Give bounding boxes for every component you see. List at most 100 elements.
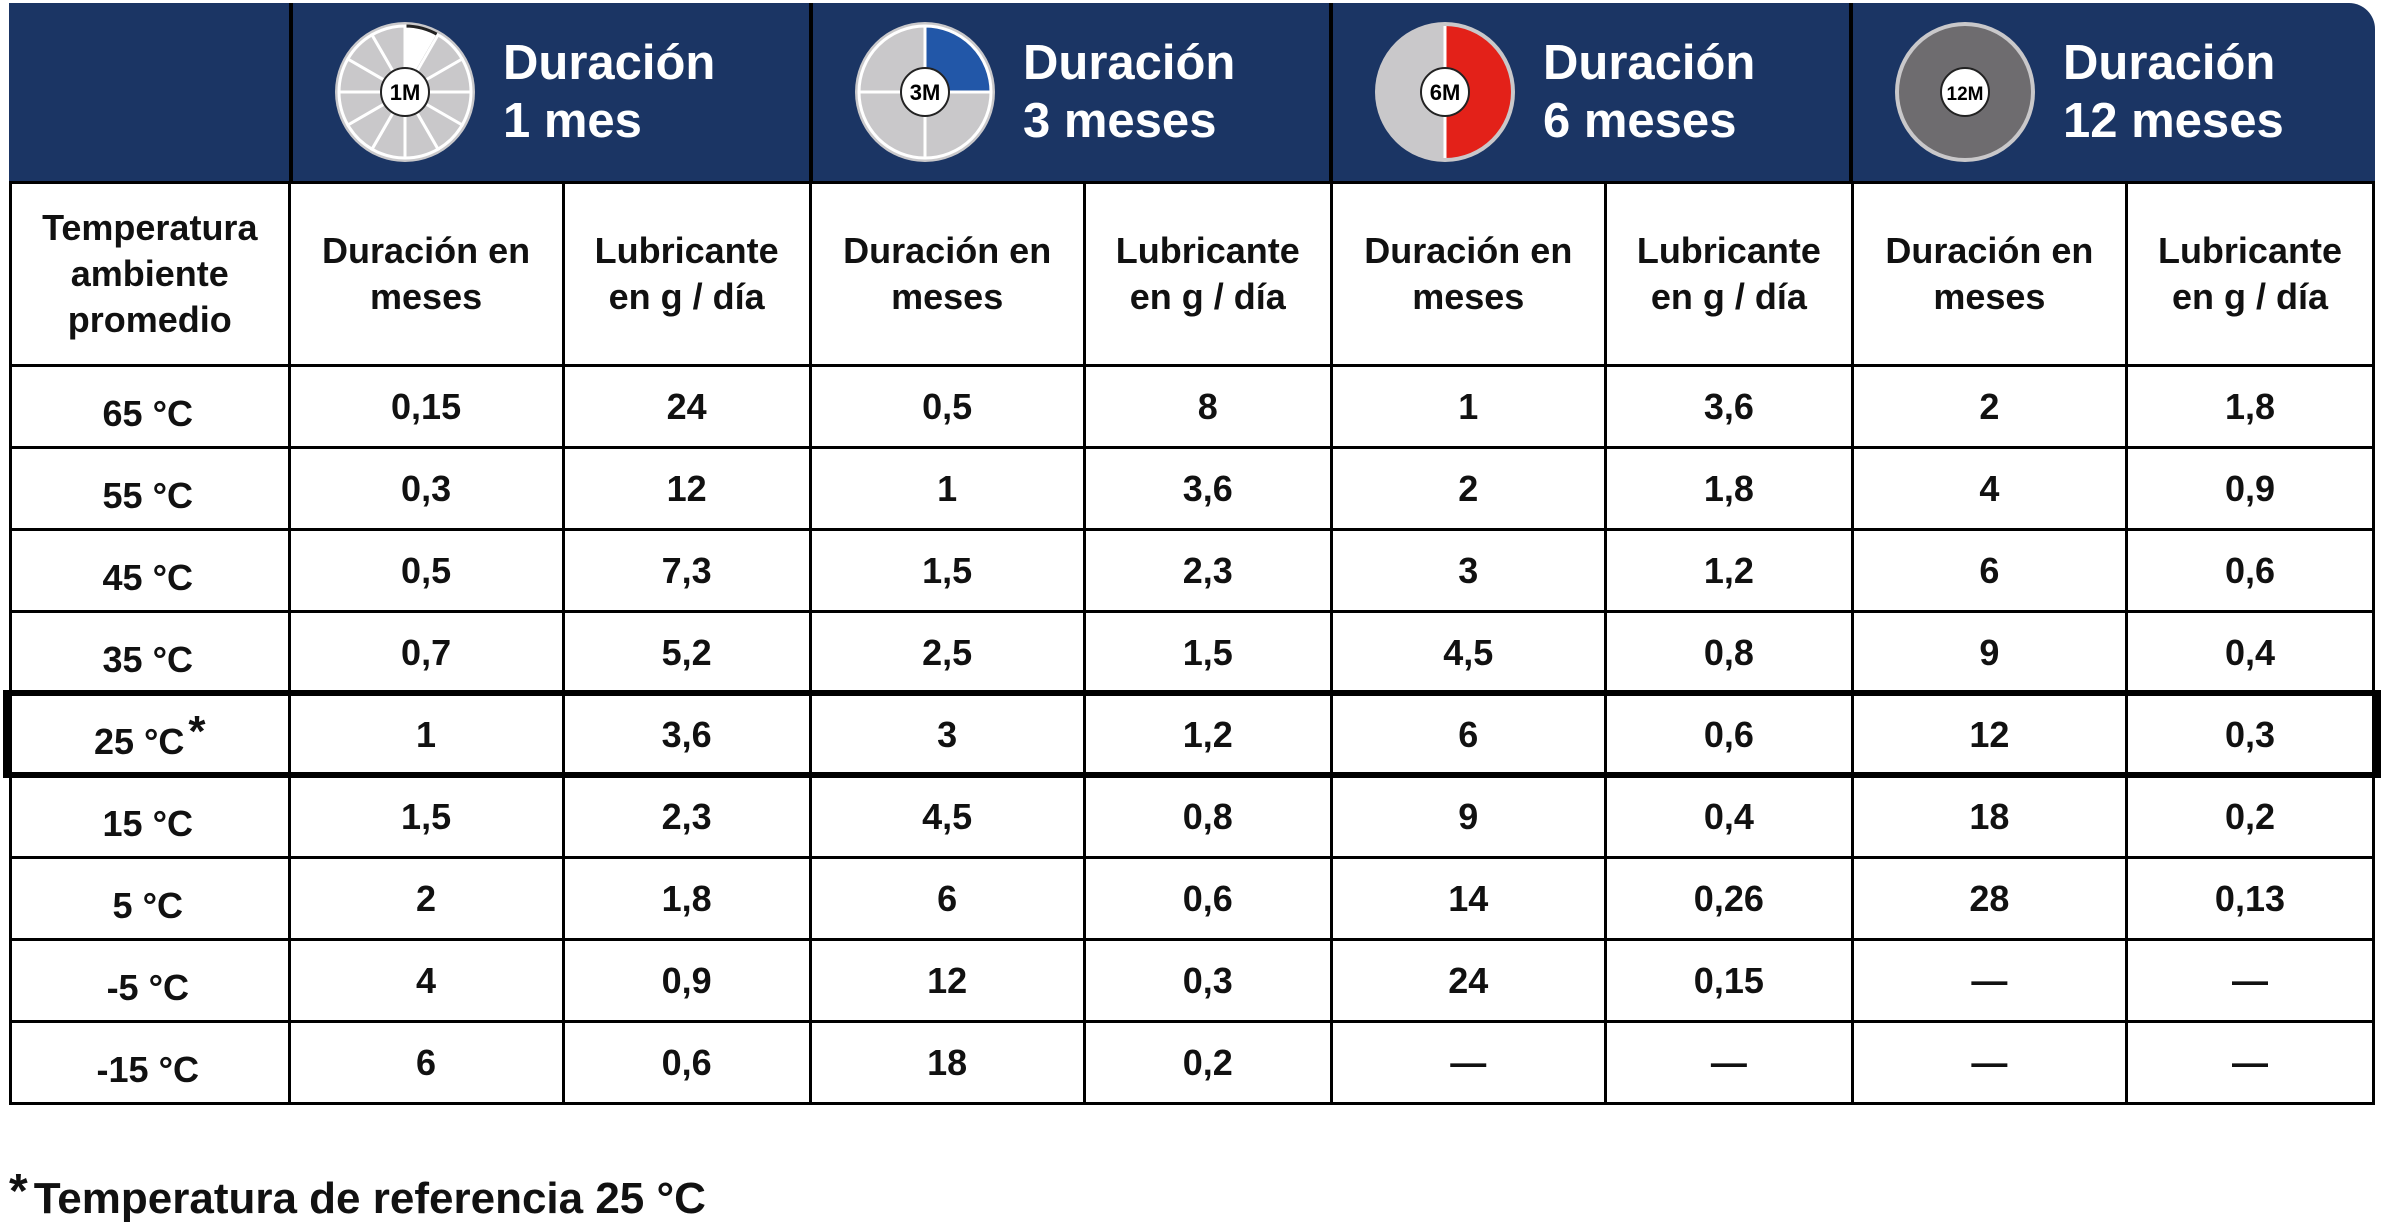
table-row: 55 °C 0,3 12 1 3,6 2 1,8 4 0,9	[9, 446, 2376, 531]
duration-cell: 0,7	[287, 610, 565, 695]
lubricant-cell: 0,3	[1082, 938, 1333, 1023]
lubricant-cell: 0,9	[561, 938, 812, 1023]
footnote-text: Temperatura de referencia 25 °C	[33, 1174, 706, 1223]
column-header-lubricant: Lubricante en g / día	[1603, 181, 1854, 367]
duration-cell: 2	[287, 856, 565, 941]
duration-cell: 6	[1850, 528, 2128, 613]
lubricant-cell: 0,9	[2124, 446, 2376, 531]
header-divider	[289, 3, 293, 181]
lubricant-cell: 12	[561, 446, 812, 531]
duration-cell: 0,3	[287, 446, 565, 531]
duration-cell: 6	[1329, 692, 1607, 777]
duration-cell: 3	[1329, 528, 1607, 613]
lubricant-cell: 3,6	[1603, 364, 1854, 449]
temperature-cell: 55 °C	[9, 446, 291, 531]
duration-cell: 4	[1850, 446, 2128, 531]
duration-cell: 12	[808, 938, 1086, 1023]
duration-cell: 3	[808, 692, 1086, 777]
lubricant-cell: 5,2	[561, 610, 812, 695]
duration-dial-icon: 3M	[855, 22, 995, 162]
column-header-row: Temperatura ambiente promedio Duración en…	[9, 181, 2376, 367]
lubricant-cell: 0,4	[1603, 774, 1854, 859]
header-group-title: Duración 1 mes	[503, 34, 715, 150]
title-line-1: Duración	[2063, 36, 2276, 90]
duration-cell: 4,5	[808, 774, 1086, 859]
header-group-title: Duración 3 meses	[1023, 34, 1235, 150]
temperature-cell: 5 °C	[9, 856, 291, 941]
table-row: 15 °C 1,5 2,3 4,5 0,8 9 0,4 18 0,2	[9, 774, 2376, 859]
lubricant-cell: 0,2	[1082, 1020, 1333, 1105]
duration-cell: —	[1329, 1020, 1607, 1105]
footnote-star: *	[9, 1165, 28, 1218]
duration-cell: 2	[1329, 446, 1607, 531]
duration-cell: 2,5	[808, 610, 1086, 695]
lubricant-cell: 3,6	[1082, 446, 1333, 531]
column-header-lubricant: Lubricante en g / día	[1082, 181, 1333, 367]
column-header-lubricant: Lubricante en g / día	[561, 181, 812, 367]
lubricant-cell: 3,6	[561, 692, 812, 777]
lubricant-cell: —	[2124, 1020, 2376, 1105]
duration-cell: 1	[808, 446, 1086, 531]
duration-cell: 12	[1850, 692, 2128, 777]
header-divider	[809, 3, 813, 181]
column-header-duration: Duración en meses	[1850, 181, 2128, 367]
lubricant-cell: 24	[561, 364, 812, 449]
duration-cell: 14	[1329, 856, 1607, 941]
temperature-cell: 25 °C*	[9, 692, 291, 777]
duration-cell: 6	[808, 856, 1086, 941]
table-row: -15 °C 6 0,6 18 0,2— — — —	[9, 1020, 2376, 1105]
dial-badge-label: 1M	[390, 80, 421, 105]
lubricant-cell: 1,8	[561, 856, 812, 941]
table-row: 5 °C 2 1,8 6 0,6 14 0,26 28 0,13	[9, 856, 2376, 941]
dial-badge-label: 12M	[1947, 84, 1984, 105]
temperature-value: 55 °C	[102, 474, 193, 516]
lubricant-cell: 2,3	[1082, 528, 1333, 613]
column-header-lubricant: Lubricante en g / día	[2124, 181, 2376, 367]
temperature-cell: 65 °C	[9, 364, 291, 449]
lubricant-cell: 0,15	[1603, 938, 1854, 1023]
table-row: 35 °C 0,7 5,2 2,5 1,5 4,5 0,8 9 0,4	[9, 610, 2376, 695]
duration-dial-icon: 6M	[1375, 22, 1515, 162]
temperature-value: -15 °C	[96, 1048, 199, 1090]
footnote: * Temperatura de referencia 25 °C	[9, 1164, 706, 1224]
dial-badge-label: 6M	[1430, 80, 1461, 105]
table-row: 65 °C 0,15 24 0,5 8 1 3,6 2 1,8	[9, 364, 2376, 449]
column-header-duration: Duración en meses	[1329, 181, 1607, 367]
lubricant-cell: 1,2	[1082, 692, 1333, 777]
header-group-2: 3M Duración 3 meses	[811, 3, 1331, 181]
title-line-2: 3 meses	[1023, 94, 1217, 148]
temperature-value: 5 °C	[112, 884, 183, 926]
temperature-cell: 15 °C	[9, 774, 291, 859]
header-divider	[1849, 3, 1853, 181]
duration-cell: 1,5	[287, 774, 565, 859]
temperature-value: -5 °C	[106, 966, 189, 1008]
duration-cell: 9	[1850, 610, 2128, 695]
lubricant-cell: 0,13	[2124, 856, 2376, 941]
temperature-cell: 45 °C	[9, 528, 291, 613]
header-group-title: Duración 6 meses	[1543, 34, 1755, 150]
lubricant-cell: 0,3	[2124, 692, 2376, 777]
lubricant-cell: 0,6	[1082, 856, 1333, 941]
lubricant-cell: 0,8	[1603, 610, 1854, 695]
lubricant-cell: 1,2	[1603, 528, 1854, 613]
duration-cell: 0,5	[287, 528, 565, 613]
header-group-4: 12M Duración 12 meses	[1851, 3, 2375, 181]
header-group-1: 1M Duración 1 mes	[291, 3, 811, 181]
lubricant-cell: 0,26	[1603, 856, 1854, 941]
duration-cell: 0,5	[808, 364, 1086, 449]
duration-cell: —	[1850, 938, 2128, 1023]
duration-cell: 18	[1850, 774, 2128, 859]
lubricant-cell: —	[1603, 1020, 1854, 1105]
lubricant-cell: 0,6	[1603, 692, 1854, 777]
duration-cell: —	[1850, 1020, 2128, 1105]
lubricant-cell: 0,4	[2124, 610, 2376, 695]
duration-cell: 24	[1329, 938, 1607, 1023]
temperature-value: 65 °C	[102, 392, 193, 434]
duration-cell: 6	[287, 1020, 565, 1105]
temperature-value: 45 °C	[102, 556, 193, 598]
column-header-temperature: Temperatura ambiente promedio	[9, 181, 291, 367]
column-header-duration: Duración en meses	[808, 181, 1086, 367]
duration-dial-icon: 12M	[1895, 22, 2035, 162]
duration-cell: 4	[287, 938, 565, 1023]
temperature-cell: -15 °C	[9, 1020, 291, 1105]
